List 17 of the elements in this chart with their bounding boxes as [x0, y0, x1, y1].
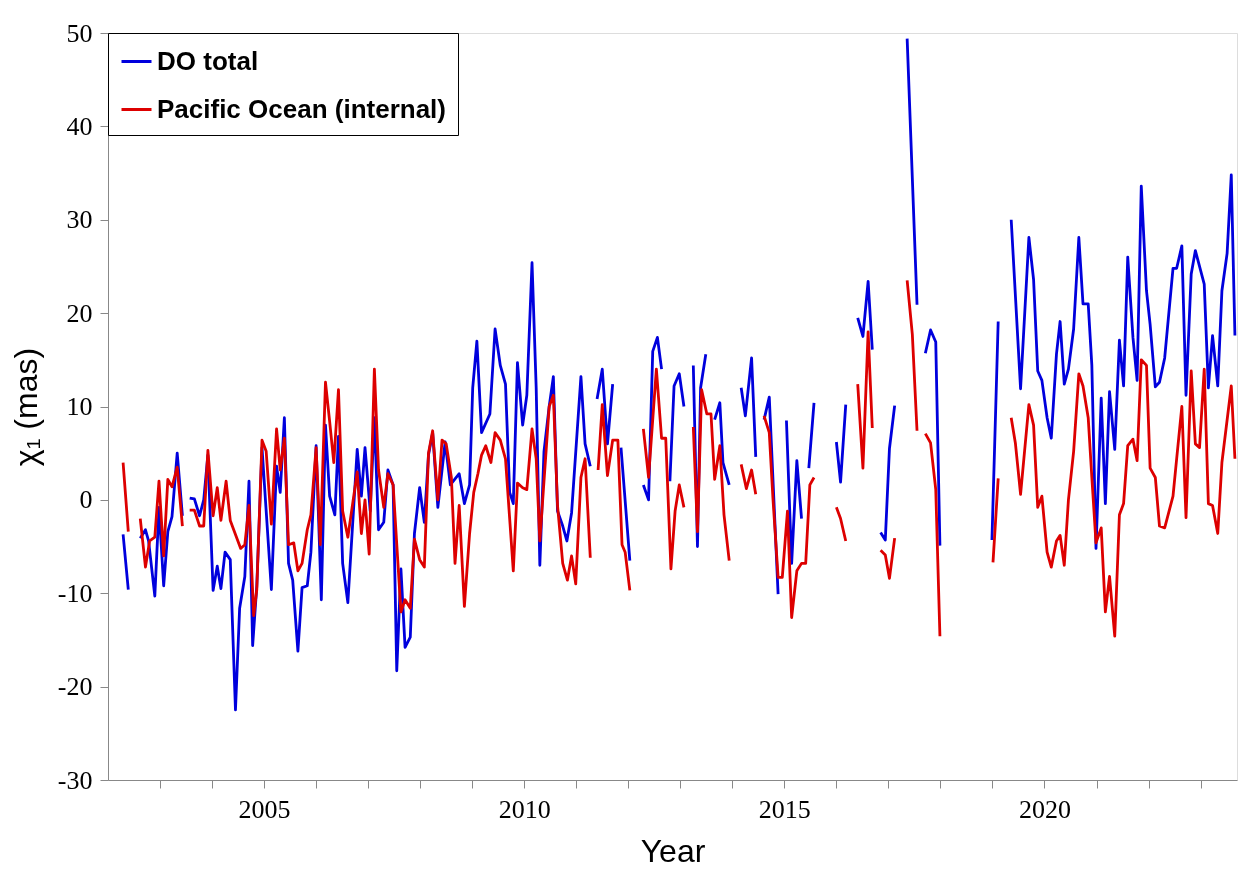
x-tick-label: 2020 — [1019, 794, 1071, 824]
y-tick-label: -10 — [57, 578, 93, 608]
y-tick-label: -30 — [57, 765, 93, 795]
y-tick-label: 20 — [66, 298, 93, 328]
y-tick-label: -20 — [57, 672, 93, 702]
y-tick-label: 0 — [79, 485, 93, 515]
y-tick-label: 10 — [66, 392, 93, 421]
y-tick-label: 40 — [66, 111, 93, 141]
x-tick-label: 2015 — [758, 794, 811, 824]
y-tick-label: 30 — [66, 205, 93, 235]
y-axis-title: χ₁ (mas) — [7, 347, 44, 467]
x-tick-label: 2005 — [238, 794, 291, 824]
x-tick-label: 2010 — [498, 794, 551, 824]
x-axis-title: Year — [640, 832, 706, 869]
y-tick-label: 50 — [66, 18, 93, 48]
legend-label: Pacific Ocean (internal) — [157, 93, 446, 124]
legend-label: DO total — [157, 45, 259, 76]
